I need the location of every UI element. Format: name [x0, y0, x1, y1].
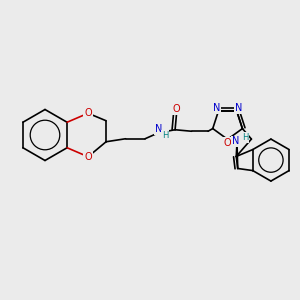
- Text: O: O: [173, 104, 180, 114]
- Text: H: H: [242, 133, 249, 142]
- Text: N: N: [155, 124, 162, 134]
- Text: O: O: [84, 108, 92, 118]
- Text: O: O: [84, 152, 92, 162]
- Text: N: N: [213, 103, 220, 113]
- Text: O: O: [224, 138, 231, 148]
- Text: H: H: [162, 131, 168, 140]
- Text: N: N: [235, 103, 242, 113]
- Text: N: N: [232, 136, 239, 146]
